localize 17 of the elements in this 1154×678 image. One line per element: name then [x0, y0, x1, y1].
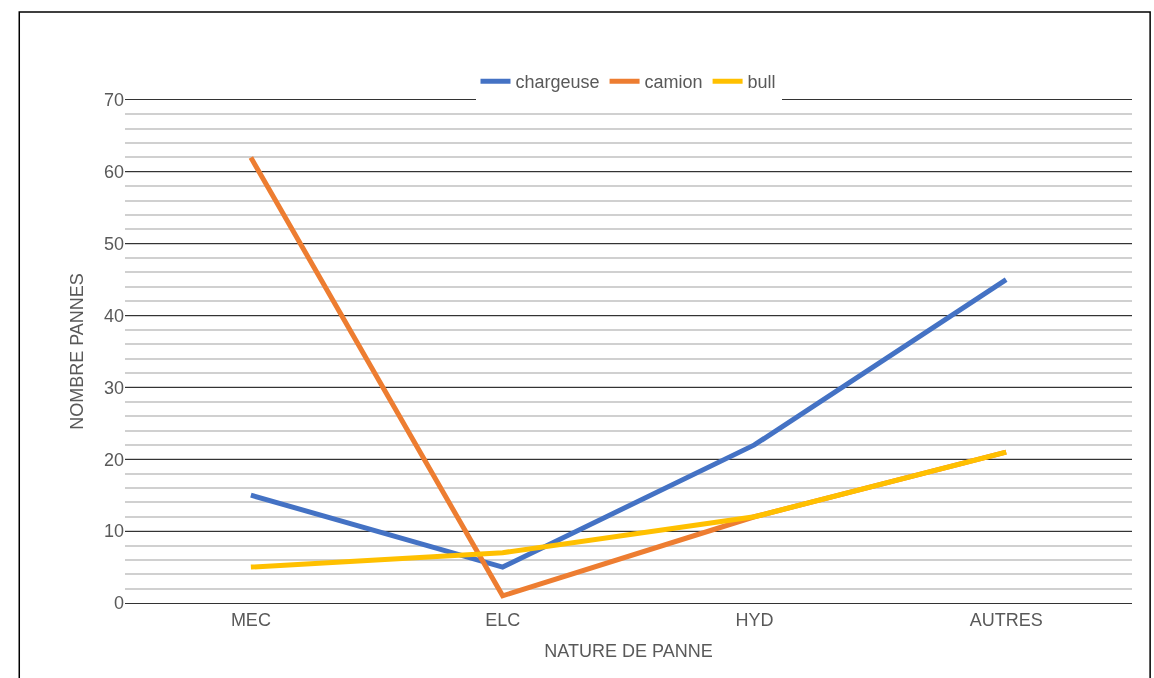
y-tick-label: 60: [103, 162, 124, 183]
y-tick-label: 10: [103, 521, 124, 542]
y-tick-label: 0: [113, 593, 124, 614]
y-tick-label: 20: [103, 449, 124, 470]
legend-label: bull: [747, 72, 776, 93]
y-tick-label: 40: [103, 305, 124, 326]
x-axis-title: NATURE DE PANNE: [544, 640, 713, 661]
x-tick-label: HYD: [735, 609, 774, 630]
y-axis-title: NOMBRE PANNES: [67, 273, 88, 430]
x-tick-label: MEC: [230, 609, 271, 630]
y-tick-label: 30: [103, 377, 124, 398]
legend-label: chargeuse: [515, 72, 600, 93]
y-tick-label: 70: [103, 90, 124, 111]
x-tick-label: AUTRES: [969, 609, 1043, 630]
y-tick-label: 50: [103, 234, 124, 255]
legend-label: camion: [644, 72, 703, 93]
x-tick-label: ELC: [485, 609, 521, 630]
